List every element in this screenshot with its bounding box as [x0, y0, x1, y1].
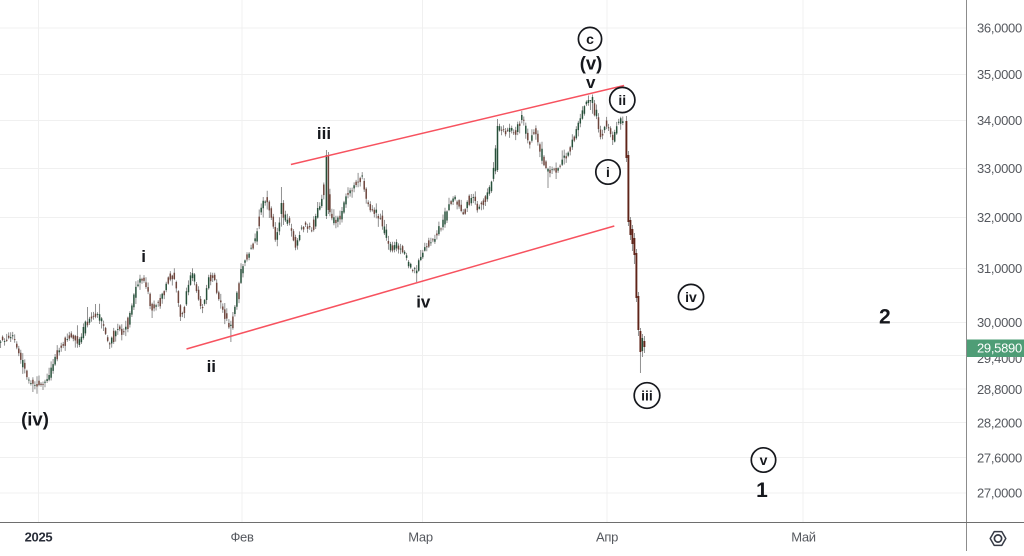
svg-text:iv: iv: [416, 293, 431, 312]
svg-text:29,5890: 29,5890: [977, 341, 1022, 356]
svg-text:iii: iii: [641, 388, 653, 404]
svg-text:32,0000: 32,0000: [977, 210, 1022, 225]
svg-text:31,0000: 31,0000: [977, 261, 1022, 276]
svg-text:28,8000: 28,8000: [977, 382, 1022, 397]
svg-text:Апр: Апр: [596, 530, 618, 545]
svg-text:v: v: [586, 73, 596, 92]
svg-text:Мар: Мар: [408, 530, 433, 545]
svg-text:Май: Май: [791, 530, 816, 545]
svg-text:34,0000: 34,0000: [977, 113, 1022, 128]
svg-text:Фев: Фев: [230, 530, 254, 545]
svg-text:(iv): (iv): [21, 409, 49, 430]
svg-text:2025: 2025: [25, 530, 53, 545]
svg-text:ii: ii: [618, 92, 626, 108]
svg-text:33,0000: 33,0000: [977, 161, 1022, 176]
svg-text:2: 2: [879, 306, 891, 329]
svg-text:i: i: [141, 247, 146, 266]
svg-text:ii: ii: [207, 357, 216, 376]
svg-text:i: i: [606, 164, 610, 180]
svg-text:c: c: [586, 31, 594, 47]
svg-text:36,0000: 36,0000: [977, 20, 1022, 35]
svg-text:v: v: [760, 452, 768, 468]
svg-text:iii: iii: [317, 124, 331, 143]
svg-text:(v): (v): [580, 53, 603, 74]
svg-text:35,0000: 35,0000: [977, 67, 1022, 82]
svg-text:27,6000: 27,6000: [977, 450, 1022, 465]
svg-text:27,0000: 27,0000: [977, 485, 1022, 500]
svg-text:30,0000: 30,0000: [977, 315, 1022, 330]
svg-text:28,2000: 28,2000: [977, 415, 1022, 430]
svg-text:1: 1: [756, 479, 768, 502]
svg-text:iv: iv: [685, 289, 697, 305]
